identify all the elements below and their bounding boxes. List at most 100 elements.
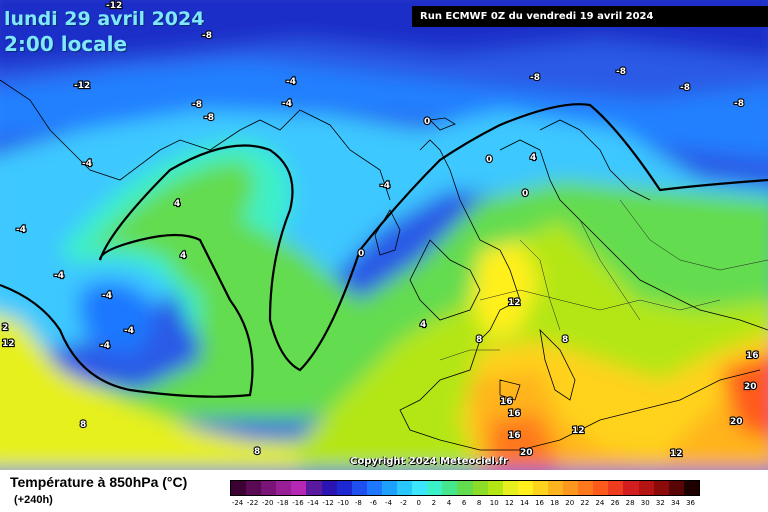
scale-swatch [487,481,503,495]
scale-label: 0 [416,499,421,507]
scale-label: 20 [565,499,575,507]
scale-swatch [608,481,624,495]
contour-label: -8 [616,67,626,77]
scale-label: 24 [595,499,605,507]
copyright: Copyright 2024 Meteociel.fr [350,456,508,467]
color-scale-labels: -24 -22 -20 -18 -16 -14 -12 -10 -8 -6 -4 -2 0 2 4 6 8 10 1… [230,499,700,509]
scale-swatch [593,481,609,495]
contour-label: 8 [562,335,568,345]
scale-label: -14 [307,499,319,507]
scale-swatch [366,481,382,495]
scale-label: 30 [640,499,650,507]
contour-label: 4 [420,320,426,330]
contour-label: 0 [358,249,364,259]
contour-label: 4 [180,251,186,261]
legend-subtitle: (+240h) [14,494,53,506]
scale-swatch [381,481,398,495]
contour-label: 12 [2,339,15,349]
contour-label: 8 [476,335,482,345]
scale-swatch [427,481,443,495]
scale-label: 34 [670,499,680,507]
scale-label: -16 [292,499,304,507]
contour-label: 20 [744,382,757,392]
contour-label: -4 [16,225,26,235]
scale-swatch [351,481,367,495]
contour-label: 0 [424,117,430,127]
scale-label: 22 [580,499,590,507]
scale-swatch [321,481,337,495]
scale-swatch [457,481,473,495]
contour-label: 16 [508,431,521,441]
color-scale [230,480,700,496]
coastlines [0,79,768,451]
scale-swatch [563,481,579,495]
scale-swatch [472,481,488,495]
scale-label: 6 [461,499,467,507]
scale-swatch [653,481,669,495]
scale-swatch [231,481,247,495]
scale-swatch [532,481,548,495]
contour-label: 16 [508,409,521,419]
contour-label: 16 [746,351,759,361]
scale-label: 8 [476,499,482,507]
legend-title: Température à 850hPa (°C) [10,474,188,490]
contour-label: 12 [572,426,585,436]
scale-label: 2 [431,499,437,507]
temperature-map: -12 -12 -8 -8 -8 -8 -8 -8 -8 -4 -4 -4 -4… [0,0,768,470]
contour-label: -8 [202,31,212,41]
scale-swatch [638,481,654,495]
scale-swatch [336,481,352,495]
contour-label: -4 [54,271,64,281]
contour-label: -12 [106,1,122,11]
contour-label: 16 [500,397,513,407]
scale-label: -22 [246,499,259,507]
contour-label: -4 [102,291,112,301]
scale-label: 18 [550,499,560,507]
contour-label: -12 [74,81,90,91]
scale-swatch [291,481,307,495]
contour-label: 20 [520,448,533,458]
scale-label: 16 [535,499,545,507]
scale-label: 26 [610,499,620,507]
scale-label: -2 [400,499,408,507]
scale-swatch [578,481,594,495]
borders [439,199,768,361]
contour-label: -4 [124,326,134,336]
scale-swatch [276,481,292,495]
scale-label: -8 [354,499,362,507]
scale-swatch [683,481,699,495]
scale-label: -12 [322,499,334,507]
scale-swatch [412,481,428,495]
contour-label: -4 [380,181,390,191]
scale-swatch [442,481,458,495]
zero-isotherm [0,103,768,398]
contour-label: -4 [282,99,292,109]
contour-label: 0 [522,189,528,199]
scale-label: 36 [686,499,696,507]
forecast-time: 2:00 locale [4,32,128,56]
contour-label: 12 [670,449,683,459]
scale-label: -20 [262,499,274,507]
scale-label: -6 [369,499,377,507]
scale-swatch [668,481,684,495]
contour-label: 8 [80,420,86,430]
run-info: Run ECMWF 0Z du vendredi 19 avril 2024 [412,6,768,27]
forecast-date: lundi 29 avril 2024 [4,8,205,30]
scale-swatch [517,481,533,495]
scale-label: -24 [231,499,244,507]
scale-label: 12 [504,499,514,507]
scale-swatch [502,481,518,495]
scale-swatch [547,481,564,495]
contour-label: 2 [2,323,8,333]
contour-label: 8 [254,447,260,457]
contour-label: -8 [204,113,214,123]
scale-swatch [246,481,262,495]
contour-label: -4 [100,341,110,351]
contour-label: -8 [530,73,540,83]
scale-label: -4 [385,499,393,507]
contour-label: 12 [508,298,521,308]
scale-label: 28 [625,499,635,507]
contour-label: -8 [192,100,202,110]
scale-label: 10 [489,499,499,507]
scale-swatch [261,481,277,495]
